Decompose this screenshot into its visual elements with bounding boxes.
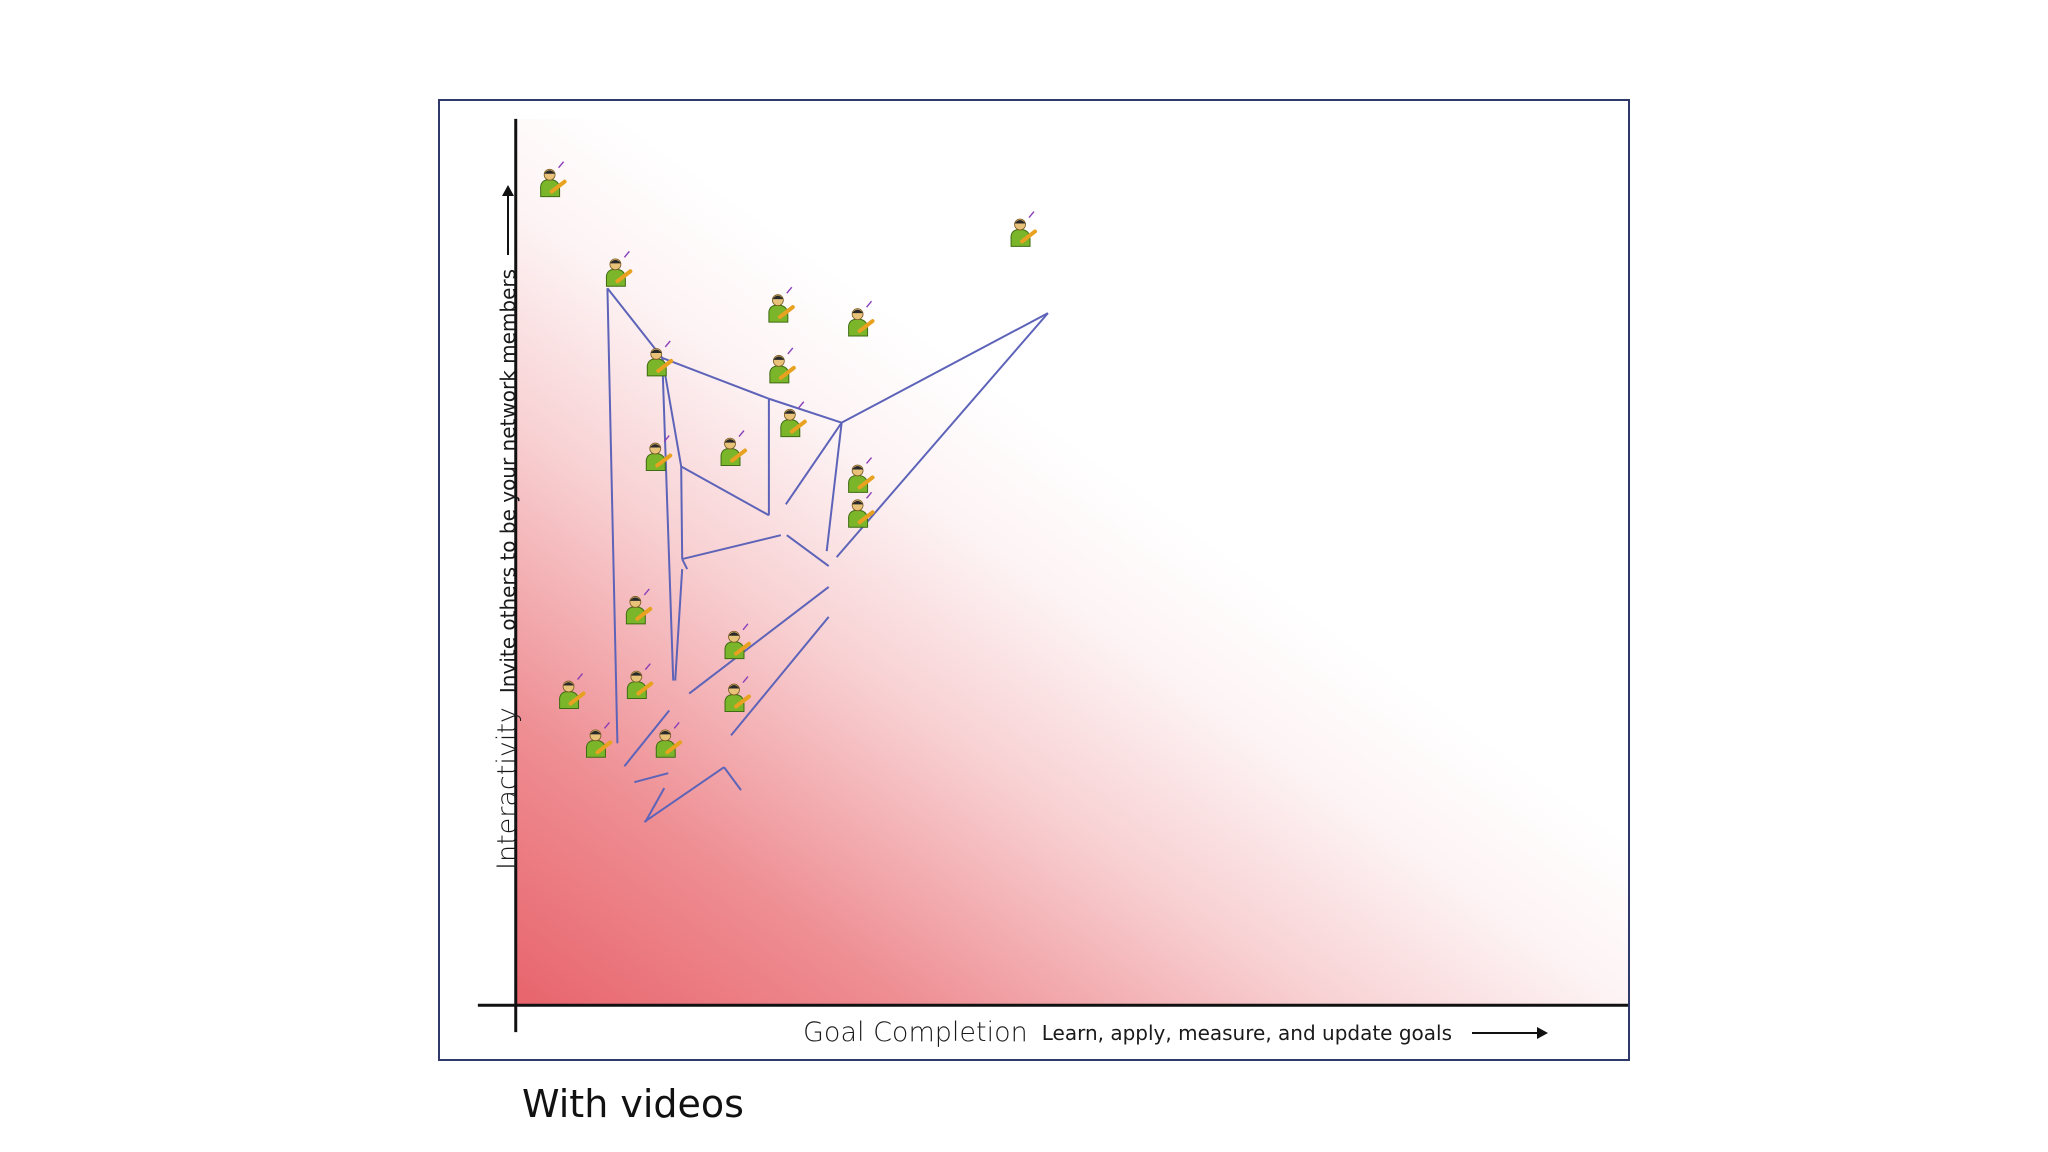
y-axis-sublabel: Invite others to be your network members [495, 268, 520, 694]
person-node-icon [780, 401, 807, 438]
network-diagram [477, 118, 1628, 1033]
x-axis-sublabel: Learn, apply, measure, and update goals [1041, 1020, 1453, 1045]
person-node-icon [605, 250, 633, 287]
person-node-icon [1010, 211, 1037, 247]
person-node-icon [646, 340, 674, 377]
person-node-icon [769, 347, 796, 384]
y-axis-title: Interactivity Invite others to be your n… [492, 194, 523, 870]
edge [623, 709, 671, 767]
edge [785, 422, 843, 505]
network-nodes [540, 161, 1037, 758]
x-axis-arrow-icon [1472, 1026, 1549, 1039]
person-node-icon [626, 663, 654, 700]
edge [661, 356, 770, 400]
edge [606, 287, 664, 359]
edge [644, 787, 666, 823]
edge [661, 357, 675, 681]
plot-background [515, 118, 1628, 1006]
person-node-icon [585, 721, 613, 758]
x-axis-label: Goal Completion [803, 1017, 1028, 1048]
person-node-icon [559, 673, 586, 709]
y-axis-label: Interactivity [492, 707, 523, 870]
edge [768, 397, 842, 424]
edge [786, 534, 830, 567]
person-node-icon [768, 286, 795, 323]
edge [634, 772, 669, 784]
person-node-icon [720, 430, 747, 466]
person-node-icon [724, 623, 751, 660]
person-node-icon [848, 457, 875, 493]
edge [688, 586, 830, 695]
edge [680, 465, 770, 517]
caption: With videos [522, 1082, 744, 1126]
network-edges [606, 287, 1049, 823]
person-node-icon [848, 300, 875, 337]
edge [680, 466, 684, 560]
person-node-icon [848, 491, 875, 528]
edge [841, 312, 1049, 424]
edge [835, 312, 1049, 558]
edge [681, 534, 782, 561]
edge [723, 766, 742, 791]
y-axis-arrow-icon [506, 194, 509, 255]
edge [730, 616, 830, 736]
x-axis-title: Goal Completion Learn, apply, measure, a… [803, 1017, 1549, 1048]
person-node-icon [625, 588, 653, 625]
person-node-icon [645, 435, 673, 471]
network-figure [438, 99, 1630, 1061]
edge [681, 558, 689, 570]
person-node-icon [655, 721, 683, 758]
edge [606, 288, 619, 744]
person-node-icon [724, 676, 751, 712]
edge [825, 422, 843, 552]
edge [643, 766, 725, 823]
edge [674, 568, 684, 681]
person-node-icon [540, 161, 567, 198]
